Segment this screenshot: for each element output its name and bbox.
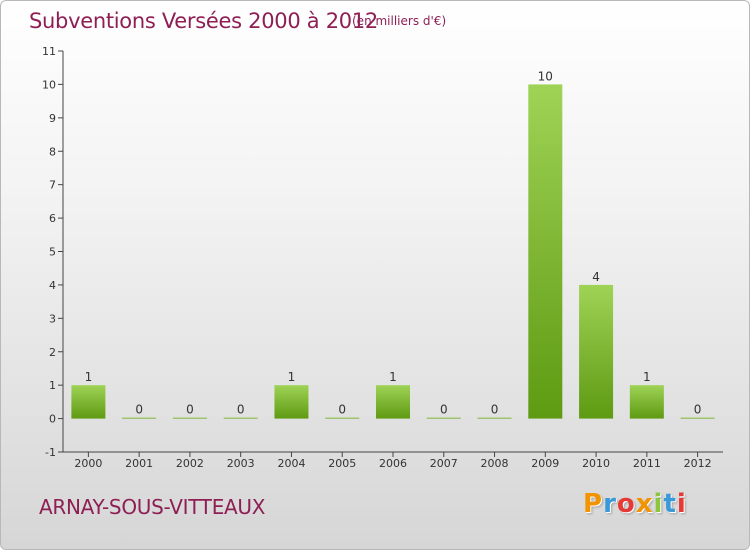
bar-2010 xyxy=(579,284,614,419)
x-tick-label: 2009 xyxy=(531,457,559,470)
data-label: 0 xyxy=(135,403,143,417)
logo-letter: i xyxy=(653,489,664,519)
y-tick-label: 1 xyxy=(49,379,56,392)
bar-2011 xyxy=(629,385,664,419)
bar-2008 xyxy=(477,417,512,419)
bar-2012 xyxy=(680,417,715,419)
bar-2000 xyxy=(71,385,106,419)
logo-letter: r xyxy=(603,489,617,519)
y-tick-label: 0 xyxy=(49,413,56,426)
y-tick-label: 8 xyxy=(49,145,56,158)
y-tick-label: 5 xyxy=(49,246,56,259)
data-label: 1 xyxy=(85,370,93,384)
y-tick-label: 10 xyxy=(42,78,56,91)
data-label: 4 xyxy=(592,270,600,284)
x-tick-label: 2002 xyxy=(176,457,204,470)
chart-unit-subtitle: (en milliers d'€) xyxy=(352,14,447,28)
data-label: 0 xyxy=(491,403,499,417)
y-tick-label: 11 xyxy=(42,45,56,58)
y-tick-label: 3 xyxy=(49,312,56,325)
x-tick-label: 2011 xyxy=(633,457,661,470)
logo-letter: t xyxy=(663,489,677,519)
y-tick-label: 4 xyxy=(49,279,56,292)
data-label: 0 xyxy=(440,403,448,417)
bar-2006 xyxy=(376,385,410,419)
y-tick-label: 7 xyxy=(49,179,56,192)
y-tick-label: 9 xyxy=(49,112,56,125)
x-tick-label: 2000 xyxy=(74,457,102,470)
data-label: 1 xyxy=(288,370,296,384)
x-tick-label: 2007 xyxy=(430,457,458,470)
bar-2007 xyxy=(426,417,461,419)
data-label: 1 xyxy=(389,370,397,384)
y-tick-label: 2 xyxy=(49,346,56,359)
x-tick-label: 2012 xyxy=(684,457,712,470)
x-tick-label: 2006 xyxy=(379,457,407,470)
x-tick-label: 2003 xyxy=(227,457,255,470)
x-tick-label: 2005 xyxy=(328,457,356,470)
y-tick-label: 6 xyxy=(49,212,56,225)
bar-2001 xyxy=(122,417,157,419)
bar-2004 xyxy=(274,385,309,419)
x-tick-label: 2010 xyxy=(582,457,610,470)
y-tick-label: -1 xyxy=(45,446,56,459)
proxiti-logo: Proxiti xyxy=(583,489,687,519)
bar-2003 xyxy=(223,417,258,419)
data-label: 0 xyxy=(694,403,702,417)
data-label: 0 xyxy=(186,403,194,417)
x-tick-label: 2008 xyxy=(481,457,509,470)
data-label: 10 xyxy=(538,69,553,83)
chart-title: Subventions Versées 2000 à 2012 xyxy=(29,9,378,33)
x-tick-label: 2001 xyxy=(125,457,153,470)
logo-letter: P xyxy=(583,489,604,519)
bar-2002 xyxy=(172,417,207,419)
commune-name: ARNAY-SOUS-VITTEAUX xyxy=(39,495,266,519)
logo-letter: x xyxy=(635,489,654,519)
data-label: 0 xyxy=(338,403,346,417)
data-label: 1 xyxy=(643,370,651,384)
logo-letter: o xyxy=(616,489,636,519)
x-tick-label: 2004 xyxy=(277,457,305,470)
bar-2009 xyxy=(528,84,563,419)
logo-letter: i xyxy=(676,489,687,519)
bar-2005 xyxy=(325,417,360,419)
data-label: 0 xyxy=(237,403,245,417)
